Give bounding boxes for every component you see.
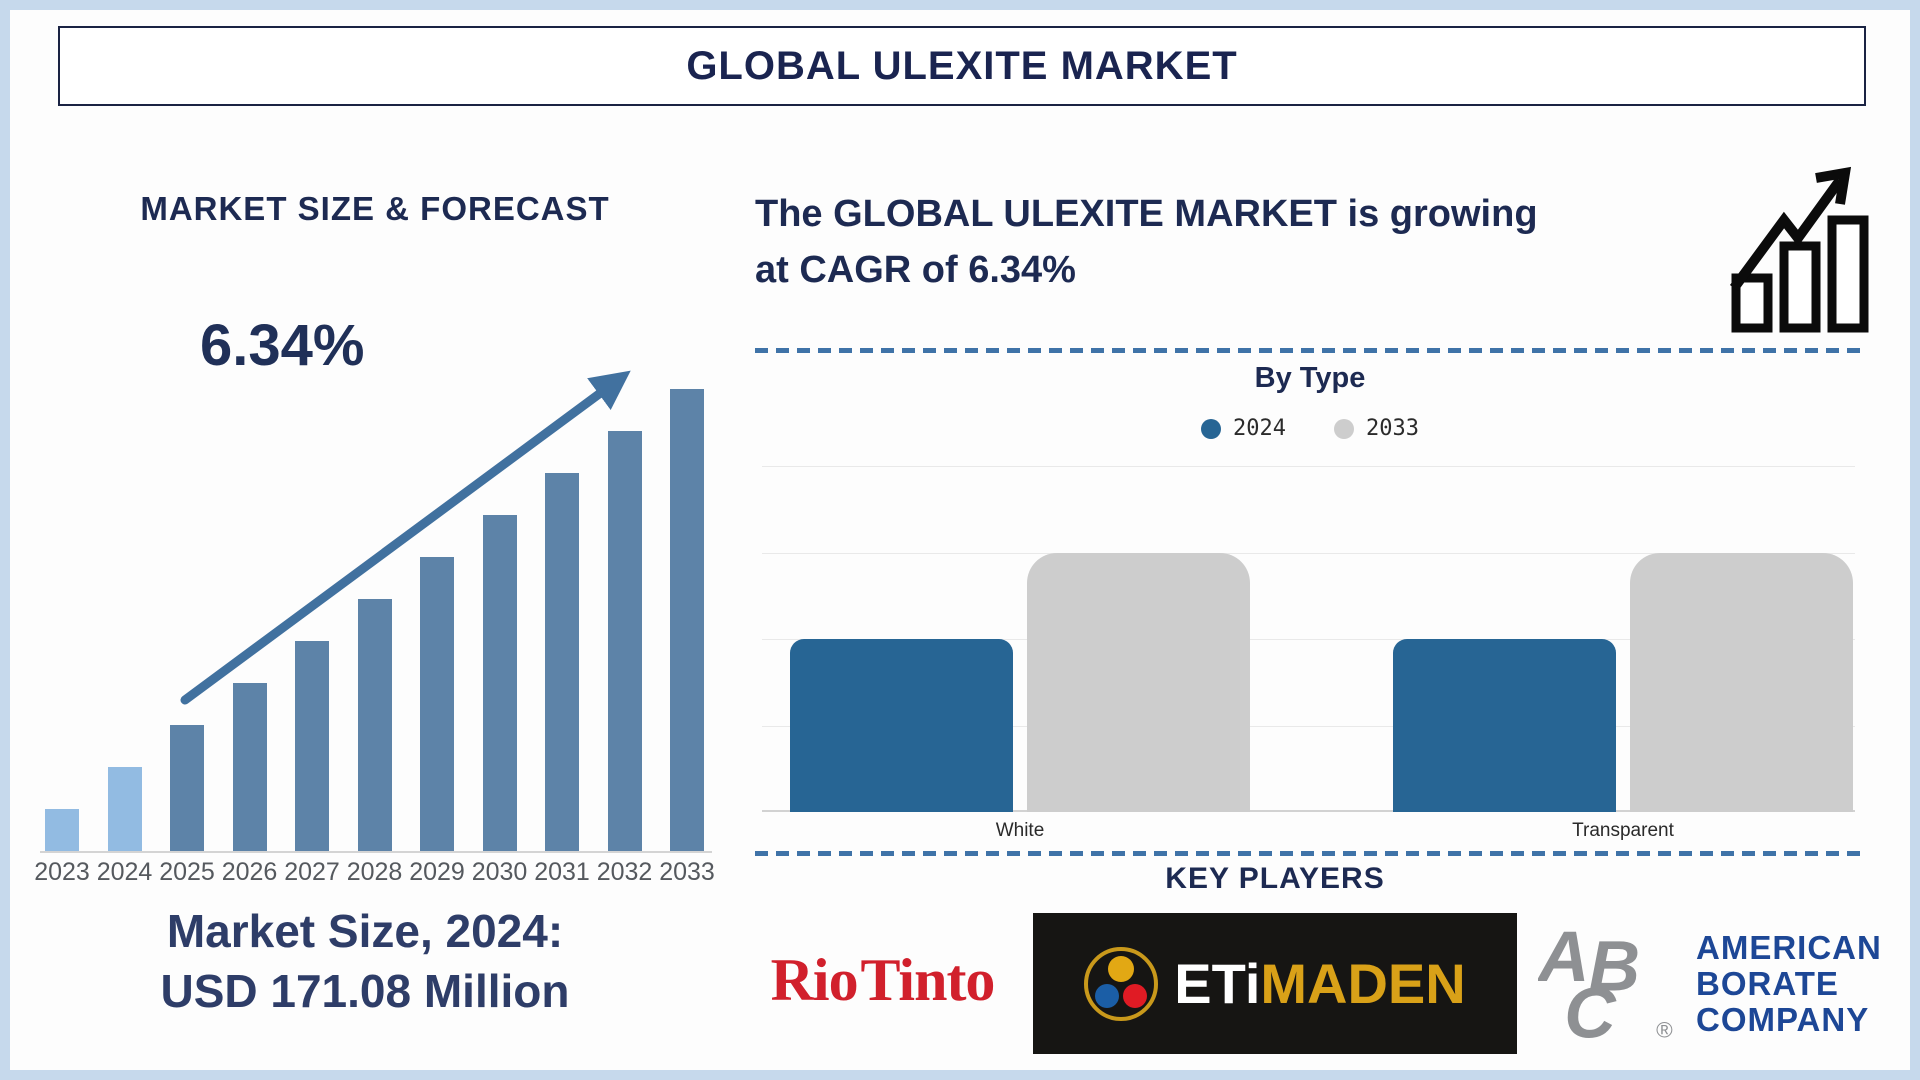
growth-headline: The GLOBAL ULEXITE MARKET is growing at … xyxy=(755,186,1745,298)
abc-monogram-c: C xyxy=(1564,973,1617,1048)
dashed-divider-top xyxy=(755,348,1861,353)
bytype-baseline xyxy=(762,810,1855,812)
growth-chart-icon xyxy=(1729,166,1869,333)
bytype-gridline xyxy=(762,552,1855,554)
forecast-year-label-2033: 2033 xyxy=(659,858,715,886)
abc-monogram-icon: A B C ® xyxy=(1538,920,1673,1048)
forecast-bar-2028 xyxy=(357,599,392,851)
bytype-legend: 2024 2033 xyxy=(1010,416,1610,441)
forecast-year-label-2023: 2023 xyxy=(34,858,90,886)
legend-label-2033: 2033 xyxy=(1366,416,1419,441)
forecast-heading: MARKET SIZE & FORECAST xyxy=(140,190,610,227)
forecast-year-label-2029: 2029 xyxy=(409,858,465,886)
etimaden-wordmark: ETiMADEN xyxy=(1174,955,1465,1012)
legend-item-2024: 2024 xyxy=(1201,416,1286,441)
bytype-category-labels: White Transparent xyxy=(762,820,1855,846)
legend-dot-2024-icon xyxy=(1201,418,1222,439)
title-box: GLOBAL ULEXITE MARKET xyxy=(58,26,1866,106)
abc-line2: BORATE xyxy=(1696,964,1839,1002)
legend-label-2024: 2024 xyxy=(1233,416,1286,441)
forecast-chart-plot xyxy=(40,332,712,853)
legend-item-2033: 2033 xyxy=(1334,416,1419,441)
forecast-bar-2029 xyxy=(420,557,454,851)
legend-dot-2033-icon xyxy=(1334,418,1354,439)
forecast-cagr-label: 6.34% xyxy=(200,313,365,378)
forecast-year-label-2026: 2026 xyxy=(221,858,278,886)
forecast-bar-2032 xyxy=(607,431,642,851)
bytype-category-label-transparent: Transparent xyxy=(1572,820,1674,841)
abc-registered-mark: ® xyxy=(1656,1017,1673,1042)
bytype-gridline xyxy=(762,466,1855,467)
forecast-year-label-2032: 2032 xyxy=(596,858,653,886)
bytype-bar-white-2024 xyxy=(790,639,1013,812)
forecast-bar-2025 xyxy=(170,725,204,851)
bytype-bar-transparent-2033 xyxy=(1630,552,1853,812)
etimaden-red-dot-icon xyxy=(1123,983,1148,1008)
forecast-chart-years: 2023 2024 2025 2026 2027 2028 2029 2030 2031 2032… xyxy=(34,858,715,888)
abc-wordmark: AMERICAN BORATE COMPANY xyxy=(1696,928,1882,1039)
page-title: GLOBAL ULEXITE MARKET xyxy=(686,43,1238,88)
bytype-bar-transparent-2024 xyxy=(1393,639,1616,812)
forecast-year-label-2028: 2028 xyxy=(346,858,403,886)
abc-line1: AMERICAN xyxy=(1696,928,1882,966)
bytype-chart-plot xyxy=(762,466,1855,812)
growth-headline-line1: The GLOBAL ULEXITE MARKET is growing xyxy=(755,193,1538,235)
forecast-bar-2031 xyxy=(545,473,579,851)
etimaden-text-gold: MADEN xyxy=(1260,951,1466,1015)
bytype-bar-white-2033 xyxy=(1027,552,1250,812)
etimaden-blue-dot-icon xyxy=(1095,983,1120,1008)
growth-headline-line2: at CAGR of 6.34% xyxy=(755,249,1076,292)
abc-monogram-b: B xyxy=(1589,927,1640,1007)
etimaden-logo: ETiMADEN xyxy=(1033,913,1517,1054)
key-players-heading: KEY PLAYERS xyxy=(1165,862,1385,895)
market-size-callout: Market Size, 2024: USD 171.08 Million xyxy=(55,902,675,1022)
market-size-line1: Market Size, 2024: xyxy=(166,905,564,957)
forecast-year-label-2024: 2024 xyxy=(96,858,153,886)
forecast-bar-2033 xyxy=(670,389,704,851)
etimaden-text-white: ETi xyxy=(1174,951,1261,1015)
forecast-bar-2026 xyxy=(232,683,267,851)
forecast-year-label-2030: 2030 xyxy=(471,858,528,886)
rio-tinto-logo: Rio Tinto xyxy=(770,947,996,1013)
forecast-bar-2030 xyxy=(482,515,517,851)
forecast-year-label-2025: 2025 xyxy=(159,858,215,886)
bytype-heading: By Type xyxy=(1254,362,1366,394)
abc-line3: COMPANY xyxy=(1696,1001,1870,1039)
forecast-bar-2027 xyxy=(295,641,329,851)
bytype-gridline xyxy=(762,725,1855,727)
dashed-divider-bottom xyxy=(755,851,1861,856)
abc-monogram-a: A xyxy=(1538,920,1589,997)
etimaden-yellow-dot-icon xyxy=(1108,955,1135,982)
american-borate-logo: A B C ® AMERICAN BORATE COMPANY xyxy=(1538,920,1882,1048)
forecast-bar-2023 xyxy=(45,809,79,851)
forecast-year-label-2031: 2031 xyxy=(534,858,590,886)
etimaden-circle-icon xyxy=(1084,946,1159,1021)
forecast-year-label-2027: 2027 xyxy=(284,858,340,886)
bytype-category-label-white: White xyxy=(995,820,1045,841)
market-size-line2: USD 171.08 Million xyxy=(160,964,570,1017)
bytype-gridline xyxy=(762,639,1855,640)
forecast-bar-2024 xyxy=(107,767,142,851)
